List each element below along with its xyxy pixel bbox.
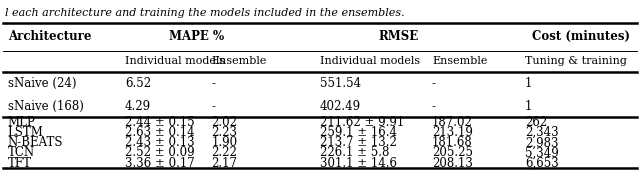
Text: 208.13: 208.13 (432, 157, 473, 170)
Text: 187.02: 187.02 (432, 116, 473, 129)
Text: 2,343: 2,343 (525, 126, 559, 139)
Text: sNaive (24): sNaive (24) (8, 77, 76, 90)
Text: 213.7 ± 13.2: 213.7 ± 13.2 (320, 136, 397, 149)
Text: LSTM: LSTM (8, 126, 44, 139)
Text: MLP: MLP (8, 116, 35, 129)
Text: Individual models: Individual models (125, 56, 225, 66)
Text: 1: 1 (525, 100, 532, 113)
Text: Cost (minutes): Cost (minutes) (532, 30, 630, 43)
Text: 2.22: 2.22 (211, 146, 237, 159)
Text: 2.63 ± 0.14: 2.63 ± 0.14 (125, 126, 195, 139)
Text: 2.44 ± 0.15: 2.44 ± 0.15 (125, 116, 195, 129)
Text: 2.17: 2.17 (211, 157, 237, 170)
Text: Ensemble: Ensemble (211, 56, 267, 66)
Text: 4.29: 4.29 (125, 100, 151, 113)
Text: Architecture: Architecture (8, 30, 91, 43)
Text: MAPE %: MAPE % (169, 30, 225, 43)
Text: 226.1 ± 5.8: 226.1 ± 5.8 (320, 146, 389, 159)
Text: sNaive (168): sNaive (168) (8, 100, 84, 113)
Text: 2.43 ± 0.13: 2.43 ± 0.13 (125, 136, 195, 149)
Text: 2,983: 2,983 (525, 136, 558, 149)
Text: Ensemble: Ensemble (432, 56, 488, 66)
Text: 1: 1 (525, 77, 532, 90)
Text: 2.02: 2.02 (211, 116, 237, 129)
Text: 262: 262 (525, 116, 547, 129)
Text: 2.52 ± 0.09: 2.52 ± 0.09 (125, 146, 195, 159)
Text: 181.68: 181.68 (432, 136, 473, 149)
Text: 211.62 ± 9.91: 211.62 ± 9.91 (320, 116, 404, 129)
Text: -: - (432, 77, 436, 90)
Text: 301.1 ± 14.6: 301.1 ± 14.6 (320, 157, 397, 170)
Text: RMSE: RMSE (378, 30, 419, 43)
Text: 259.1 ± 16.4: 259.1 ± 16.4 (320, 126, 397, 139)
Text: 213.19: 213.19 (432, 126, 473, 139)
Text: 2.23: 2.23 (211, 126, 237, 139)
Text: 551.54: 551.54 (320, 77, 361, 90)
Text: l each architecture and training the models included in the ensembles.: l each architecture and training the mod… (5, 8, 404, 18)
Text: -: - (432, 100, 436, 113)
Text: 6.52: 6.52 (125, 77, 151, 90)
Text: N-BEATS: N-BEATS (8, 136, 63, 149)
Text: Tuning & training: Tuning & training (525, 56, 627, 66)
Text: Individual models: Individual models (320, 56, 420, 66)
Text: 205.25: 205.25 (432, 146, 473, 159)
Text: 402.49: 402.49 (320, 100, 361, 113)
Text: TFT: TFT (8, 157, 32, 170)
Text: 5,349: 5,349 (525, 146, 559, 159)
Text: 6,653: 6,653 (525, 157, 559, 170)
Text: -: - (211, 77, 215, 90)
Text: -: - (211, 100, 215, 113)
Text: 1.90: 1.90 (211, 136, 237, 149)
Text: 3.36 ± 0.17: 3.36 ± 0.17 (125, 157, 195, 170)
Text: TCN: TCN (8, 146, 35, 159)
